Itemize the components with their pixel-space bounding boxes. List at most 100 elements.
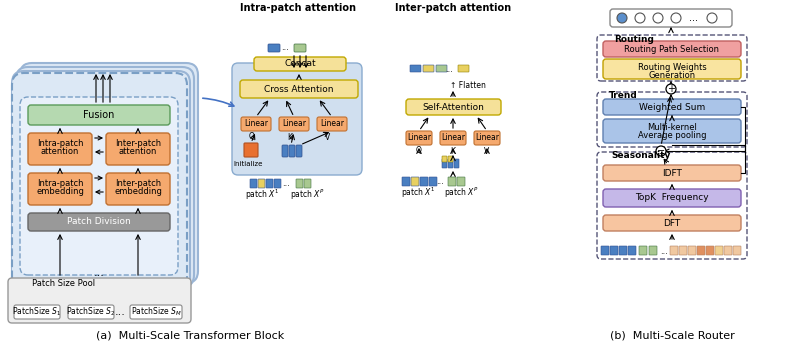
Text: attention: attention [41, 147, 79, 156]
FancyBboxPatch shape [603, 119, 741, 143]
Text: patch $X^P$: patch $X^P$ [445, 186, 480, 200]
Text: Linear: Linear [244, 119, 268, 129]
FancyBboxPatch shape [12, 73, 187, 291]
FancyBboxPatch shape [304, 179, 311, 188]
FancyBboxPatch shape [610, 246, 618, 255]
Text: patch $X^P$: patch $X^P$ [290, 188, 325, 202]
Text: ...: ... [282, 179, 290, 189]
FancyBboxPatch shape [628, 246, 636, 255]
Text: Weighted Sum: Weighted Sum [639, 103, 705, 111]
Text: Multi-kernel: Multi-kernel [647, 123, 697, 132]
FancyBboxPatch shape [402, 177, 410, 186]
Text: ...: ... [93, 268, 104, 278]
FancyBboxPatch shape [317, 117, 347, 131]
Circle shape [653, 13, 663, 23]
Text: K: K [450, 146, 456, 155]
FancyBboxPatch shape [603, 165, 741, 181]
FancyBboxPatch shape [130, 305, 182, 319]
FancyBboxPatch shape [442, 159, 447, 168]
FancyBboxPatch shape [706, 246, 714, 255]
FancyBboxPatch shape [411, 177, 419, 186]
Text: Concat: Concat [285, 59, 316, 69]
FancyBboxPatch shape [610, 9, 732, 27]
FancyBboxPatch shape [603, 215, 741, 231]
FancyBboxPatch shape [244, 143, 258, 157]
Circle shape [617, 13, 627, 23]
FancyBboxPatch shape [474, 131, 500, 145]
Text: Linear: Linear [282, 119, 306, 129]
FancyBboxPatch shape [603, 59, 741, 79]
Text: Q: Q [249, 132, 255, 142]
FancyBboxPatch shape [241, 117, 271, 131]
Text: Routing Path Selection: Routing Path Selection [625, 45, 720, 54]
FancyBboxPatch shape [28, 133, 92, 165]
Text: −: − [657, 146, 665, 156]
Circle shape [635, 13, 645, 23]
FancyBboxPatch shape [240, 80, 358, 98]
FancyBboxPatch shape [106, 133, 170, 165]
Text: (b)  Multi-Scale Router: (b) Multi-Scale Router [610, 330, 734, 340]
FancyBboxPatch shape [423, 65, 434, 72]
Text: ↑ Flatten: ↑ Flatten [450, 81, 486, 90]
FancyBboxPatch shape [12, 71, 190, 291]
Text: Routing Weights: Routing Weights [638, 62, 706, 71]
Text: V: V [485, 146, 489, 155]
FancyBboxPatch shape [279, 117, 309, 131]
FancyBboxPatch shape [436, 65, 447, 72]
FancyBboxPatch shape [250, 179, 257, 188]
FancyBboxPatch shape [715, 246, 723, 255]
Text: Cross Attention: Cross Attention [265, 84, 334, 94]
Text: Fusion: Fusion [84, 110, 115, 120]
Text: ...: ... [445, 64, 453, 73]
FancyBboxPatch shape [429, 177, 437, 186]
FancyBboxPatch shape [619, 246, 627, 255]
Circle shape [671, 13, 681, 23]
FancyBboxPatch shape [294, 44, 306, 52]
Text: ...: ... [115, 307, 125, 317]
Text: patch $X^1$: patch $X^1$ [245, 188, 280, 202]
FancyBboxPatch shape [724, 246, 732, 255]
Text: ...: ... [660, 247, 668, 256]
Text: ...: ... [689, 13, 698, 23]
Text: Intra-patch attention: Intra-patch attention [240, 3, 356, 13]
FancyBboxPatch shape [16, 67, 194, 287]
FancyBboxPatch shape [28, 173, 92, 205]
Text: ...: ... [281, 44, 289, 52]
FancyBboxPatch shape [410, 65, 421, 72]
FancyBboxPatch shape [68, 305, 114, 319]
FancyBboxPatch shape [697, 246, 705, 255]
Text: attention: attention [119, 147, 157, 156]
Text: embedding: embedding [114, 188, 162, 197]
Text: Routing: Routing [614, 35, 654, 44]
FancyBboxPatch shape [106, 173, 170, 205]
Text: (a)  Multi-Scale Transformer Block: (a) Multi-Scale Transformer Block [96, 330, 284, 340]
FancyBboxPatch shape [266, 179, 273, 188]
Text: Generation: Generation [649, 71, 696, 80]
Text: DFT: DFT [663, 218, 681, 227]
FancyBboxPatch shape [603, 99, 741, 115]
Text: Intra-patch: Intra-patch [37, 179, 83, 189]
FancyBboxPatch shape [457, 177, 465, 186]
Text: Average pooling: Average pooling [638, 131, 706, 141]
FancyBboxPatch shape [733, 246, 741, 255]
Text: patch $X^1$: patch $X^1$ [401, 186, 435, 200]
FancyBboxPatch shape [639, 246, 647, 255]
Circle shape [666, 84, 676, 94]
FancyBboxPatch shape [448, 156, 453, 162]
FancyBboxPatch shape [274, 179, 281, 188]
FancyBboxPatch shape [8, 278, 191, 323]
FancyBboxPatch shape [20, 97, 178, 275]
Text: PatchSize $S_2$: PatchSize $S_2$ [66, 306, 116, 318]
Text: Linear: Linear [320, 119, 344, 129]
Text: K: K [288, 132, 292, 142]
FancyBboxPatch shape [289, 145, 295, 157]
FancyBboxPatch shape [254, 57, 346, 71]
FancyBboxPatch shape [282, 145, 288, 157]
FancyBboxPatch shape [268, 44, 280, 52]
FancyBboxPatch shape [440, 131, 466, 145]
FancyBboxPatch shape [679, 246, 687, 255]
FancyBboxPatch shape [406, 99, 501, 115]
Text: Linear: Linear [475, 133, 499, 142]
Text: Linear: Linear [441, 133, 465, 142]
FancyBboxPatch shape [20, 63, 198, 283]
